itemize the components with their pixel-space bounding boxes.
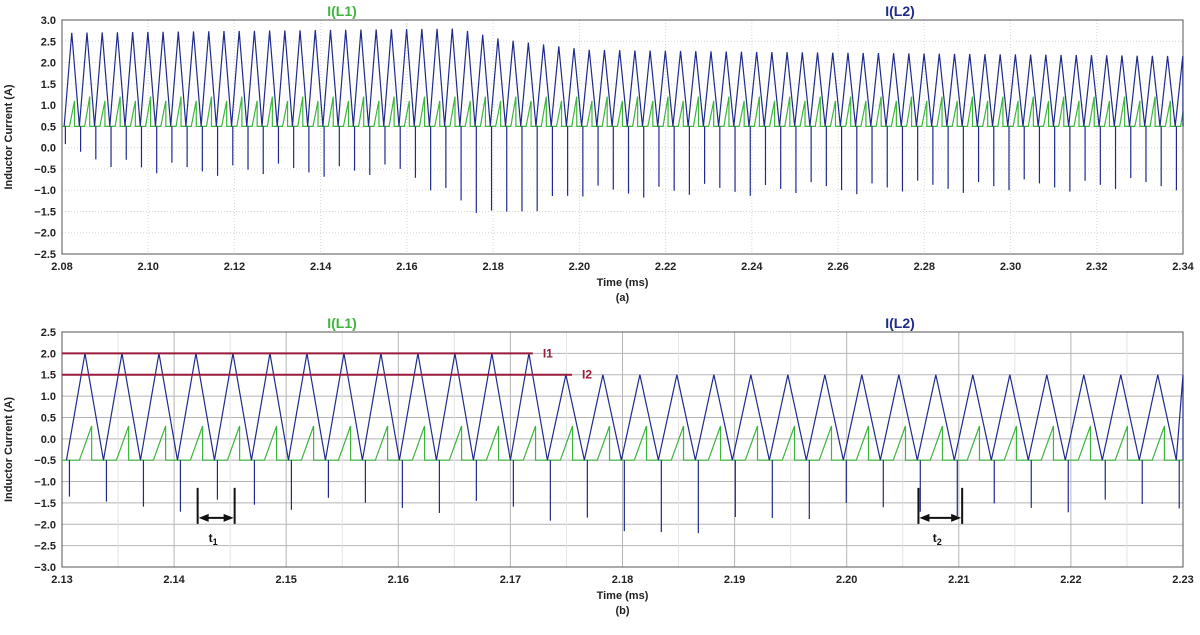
x-tick-label: 2.24	[741, 261, 763, 273]
x-tick-label: 2.21	[948, 574, 969, 586]
arrow-head-left	[919, 513, 930, 522]
x-tick-label: 2.14	[310, 261, 332, 273]
y-tick-label: −2.0	[34, 519, 56, 531]
y-ticks-a: 3.0 2.5 2.0 1.5 1.0 0.5 0.0 −0.5 −1.0 −1.5 −2.0 −2.…	[34, 15, 56, 261]
series-l2-trace	[63, 28, 1184, 127]
x-axis-label-a: Time (ms)	[597, 277, 649, 289]
y-tick-label: 2.5	[41, 36, 56, 48]
y-tick-label: 1.0	[41, 391, 56, 403]
x-tick-label: 2.15	[275, 574, 296, 586]
x-ticks-b: 2.13 2.14 2.15 2.16 2.17 2.18 2.19 2.20 2.21 2.22…	[51, 574, 1193, 586]
y-tick-label: 1.5	[41, 370, 56, 382]
x-tick-label: 2.32	[1086, 261, 1107, 273]
y-tick-label: 0.5	[41, 121, 56, 133]
y-tick-label: −3.0	[34, 562, 56, 574]
x-tick-label: 2.18	[612, 574, 633, 586]
x-tick-label: 2.28	[914, 261, 935, 273]
annotations-b: I1 I2 t1 t2	[62, 346, 964, 547]
y-tick-label: −2.5	[34, 249, 56, 261]
y-tick-label: 2.0	[41, 58, 56, 70]
interval-label-t1: t1	[209, 531, 218, 547]
x-tick-label: 2.18	[482, 261, 503, 273]
y-tick-label: −2.0	[34, 228, 56, 240]
legend-l2-a: I(L2)	[885, 3, 915, 19]
arrow-head-right	[223, 513, 234, 522]
y-tick-label: 3.0	[41, 15, 56, 27]
y-tick-label: 2.0	[41, 348, 56, 360]
x-tick-label: 2.08	[51, 261, 72, 273]
y-tick-label: 1.5	[41, 79, 56, 91]
y-tick-label: −0.5	[34, 455, 56, 467]
x-tick-label: 2.12	[224, 261, 245, 273]
x-tick-label: 2.26	[827, 261, 848, 273]
y-tick-label: 0.0	[41, 434, 56, 446]
y-tick-label: −2.5	[34, 541, 56, 553]
y-tick-label: 1.0	[41, 100, 56, 112]
y-tick-label: 2.5	[41, 327, 56, 339]
x-tick-label: 2.13	[51, 574, 72, 586]
y-ticks-b: 2.5 2.0 1.5 1.0 0.5 0.0 −0.5 −1.0 −1.5 −2.0 −2.5 −3…	[34, 327, 56, 574]
x-tick-label: 2.20	[569, 261, 590, 273]
legend-l1-a: I(L1)	[327, 3, 357, 19]
panel-label-b: (b)	[615, 605, 629, 617]
x-tick-label: 2.30	[1000, 261, 1021, 273]
arrow-head-right	[951, 513, 962, 522]
y-tick-label: 0.0	[41, 143, 56, 155]
y-tick-label: −1.5	[34, 498, 56, 510]
x-tick-label: 2.16	[396, 261, 417, 273]
y-tick-label: 0.5	[41, 412, 56, 424]
y-axis-label-b: Inductor Current (A)	[3, 397, 15, 502]
y-tick-label: −1.0	[34, 185, 56, 197]
interval-subscript: 2	[937, 537, 942, 547]
y-tick-label: −1.0	[34, 477, 56, 489]
threshold-label-i2: I2	[582, 368, 592, 382]
legend-l2-b: I(L2)	[885, 315, 915, 331]
x-ticks-a: 2.08 2.10 2.12 2.14 2.16 2.18 2.20 2.22 2.24 2.26…	[51, 261, 1194, 273]
traces-b	[62, 353, 1184, 534]
x-tick-label: 2.19	[724, 574, 745, 586]
y-tick-label: −0.5	[34, 164, 56, 176]
x-tick-label: 2.23	[1172, 574, 1193, 586]
x-tick-label: 2.17	[500, 574, 521, 586]
x-tick-label: 2.22	[655, 261, 676, 273]
y-axis-label-a: Inductor Current (A)	[3, 84, 15, 189]
x-tick-label: 2.10	[138, 261, 159, 273]
x-tick-label: 2.34	[1172, 261, 1194, 273]
x-tick-label: 2.16	[388, 574, 409, 586]
series-l2-trace	[65, 353, 1184, 461]
interval-subscript: 1	[213, 537, 218, 547]
panel-label-a: (a)	[616, 292, 630, 304]
chart-panel-a: 3.0 2.5 2.0 1.5 1.0 0.5 0.0 −0.5 −1.0 −1.5 −2.0 −2.…	[3, 3, 1195, 304]
traces-a	[62, 28, 1184, 213]
legend-l1-b: I(L1)	[327, 315, 357, 331]
y-tick-label: −1.5	[34, 206, 56, 218]
chart-panel-b: I1 I2 t1 t2 2.5 2.0 1.5 1.0 0.5 0.0 −0.5 −1.0 −1.5 −…	[3, 315, 1194, 617]
x-tick-label: 2.22	[1060, 574, 1081, 586]
interval-label-t2: t2	[933, 531, 942, 547]
x-axis-label-b: Time (ms)	[597, 590, 649, 602]
x-tick-label: 2.14	[163, 574, 185, 586]
plot-frame-a	[61, 19, 1184, 255]
series-l1-trace	[62, 96, 1184, 127]
threshold-label-i1: I1	[543, 346, 553, 360]
x-tick-label: 2.20	[836, 574, 857, 586]
arrow-head-left	[198, 513, 209, 522]
